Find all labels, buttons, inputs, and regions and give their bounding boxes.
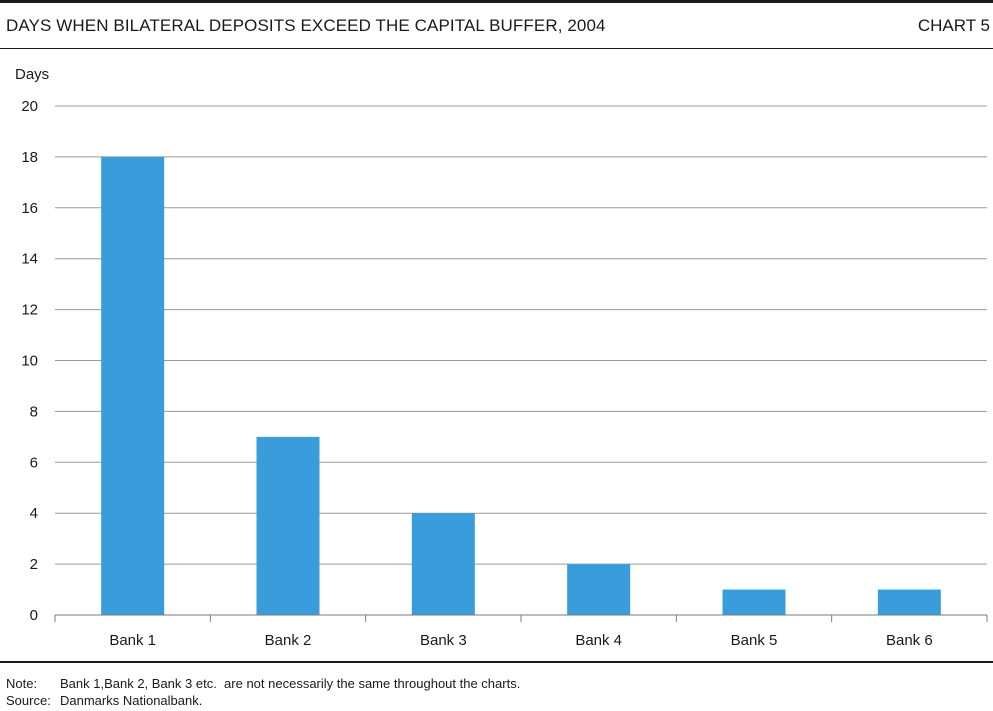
x-tick-label: Bank 5 [731,632,778,649]
y-tick-label: 2 [30,556,38,573]
bar-bank-6 [877,589,941,615]
note-text: Bank 1,Bank 2, Bank 3 etc. are not neces… [60,676,521,691]
note: Note: Bank 1,Bank 2, Bank 3 etc. are not … [6,676,520,691]
x-tick-label: Bank 4 [575,632,622,649]
bar-bank-5 [722,589,786,615]
y-tick-label: 18 [21,149,38,166]
bar-chart: Days 0 2 4 6 8 10 12 14 16 18 20 Bank 1 Bank 2 Bank 3 B… [15,66,988,649]
bar-bank-2 [256,436,320,615]
x-tick-label: Bank 2 [265,632,312,649]
y-tick-label: 20 [21,98,38,115]
axis-labels: Days 0 2 4 6 8 10 12 14 16 18 20 Bank 1 Bank 2 Bank 3 B… [15,66,933,649]
chart-title: DAYS WHEN BILATERAL DEPOSITS EXCEED THE … [6,16,606,35]
source: Source: Danmarks Nationalbank. [6,693,202,708]
y-tick-label: 12 [21,302,38,319]
bottom-rule [0,661,993,663]
y-tick-label: 4 [30,505,38,522]
x-tick-label: Bank 1 [109,632,156,649]
note-label: Note: [6,676,38,691]
x-tick-label: Bank 3 [420,632,467,649]
x-tick-label: Bank 6 [886,632,933,649]
y-axis-title: Days [15,66,49,83]
header-rule [0,48,993,49]
y-tick-label: 16 [21,200,38,217]
y-tick-label: 14 [21,251,38,268]
top-rule [0,0,993,3]
source-text: Danmarks Nationalbank. [60,693,203,708]
bar-bank-1 [101,156,165,615]
bar-bank-4 [567,564,631,615]
y-tick-label: 6 [30,454,38,471]
y-tick-label: 0 [30,607,38,624]
y-tick-label: 8 [30,403,38,420]
gridlines [55,105,987,565]
axes [54,614,988,622]
y-tick-label: 10 [21,353,38,370]
bars [101,156,941,615]
source-label: Source: [6,693,51,708]
chart-number: CHART 5 [917,16,990,35]
bar-bank-3 [411,513,475,615]
